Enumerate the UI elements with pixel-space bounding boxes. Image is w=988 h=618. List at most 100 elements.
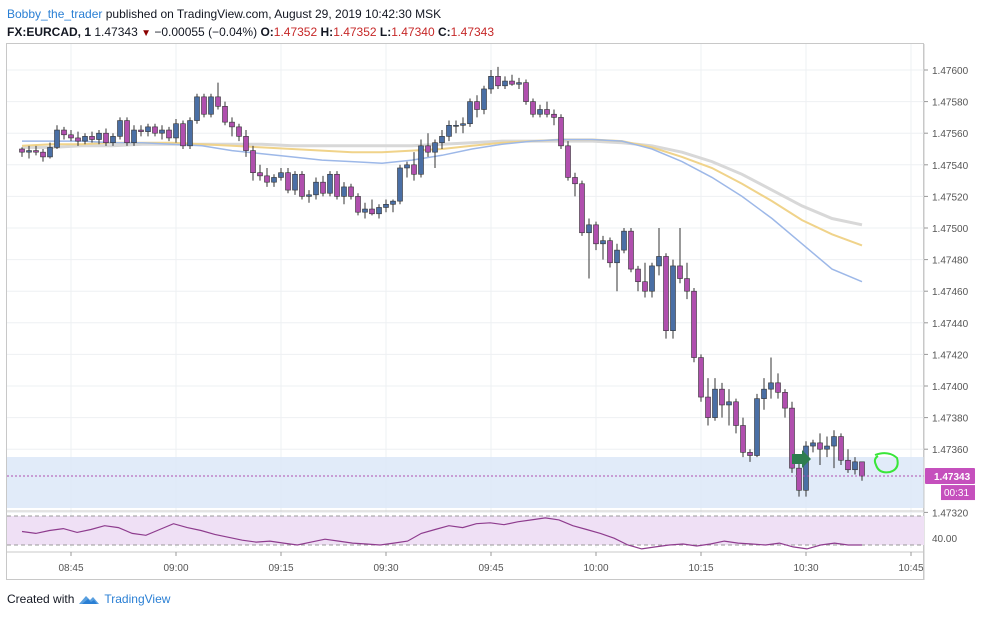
candle (334, 171, 340, 200)
candle-body (796, 467, 802, 491)
candle-body (810, 442, 816, 447)
candle-body (180, 123, 186, 147)
candle-body (222, 106, 228, 123)
candle (397, 164, 403, 205)
candle-body (68, 134, 74, 139)
candle (320, 175, 326, 197)
candle (803, 441, 809, 497)
rsi-band (7, 516, 924, 545)
price-tick-label: 1.47520 (932, 192, 969, 203)
candle-body (684, 278, 690, 292)
candle (131, 125, 137, 146)
candle (271, 174, 277, 187)
candle-body (341, 186, 347, 197)
candle (600, 235, 606, 260)
candle (649, 262, 655, 298)
candle (124, 117, 130, 146)
candle (390, 199, 396, 213)
candle (775, 373, 781, 399)
candle (222, 101, 228, 126)
candle-body (579, 183, 585, 234)
candle (523, 79, 529, 105)
candle (446, 120, 452, 142)
candle-body (411, 164, 417, 175)
candle (299, 171, 305, 200)
price-change: −0.00055 (−0.04%) (154, 25, 258, 39)
candle-body (201, 96, 207, 115)
candle-body (453, 125, 459, 127)
down-triangle-icon: ▼ (141, 28, 151, 39)
candle (264, 167, 270, 187)
candle-body (306, 194, 312, 197)
candle (278, 167, 284, 181)
candle-body (663, 256, 669, 332)
candle (810, 439, 816, 453)
author-link[interactable]: Bobby_the_trader (7, 7, 103, 21)
candle-body (376, 207, 382, 215)
candle (376, 204, 382, 219)
candle-body (446, 125, 452, 137)
candle-body (404, 164, 410, 169)
candle (425, 133, 431, 157)
candle (712, 378, 718, 421)
high-label: H: (320, 25, 334, 39)
candle (831, 430, 837, 469)
candle (495, 66, 501, 89)
candle-body (229, 121, 235, 128)
candle-body (432, 142, 438, 153)
price-tick-label: 1.47480 (932, 256, 969, 267)
candle (19, 147, 25, 157)
candle-body (789, 407, 795, 469)
candle-body (509, 80, 515, 85)
candle-body (271, 177, 277, 183)
candle-body (40, 151, 46, 158)
candle (187, 117, 193, 149)
candle (593, 221, 599, 251)
candle-body (530, 101, 536, 115)
candle (551, 109, 557, 126)
moving-averages (21, 138, 863, 283)
candle (817, 433, 823, 465)
time-tick-label: 09:15 (268, 563, 293, 574)
candle-body (383, 204, 389, 208)
price-tick-label: 1.47600 (932, 66, 969, 77)
candle-body (551, 113, 557, 118)
candle-body (327, 173, 333, 194)
candle-body (600, 240, 606, 245)
candle (138, 125, 144, 137)
candle (341, 182, 347, 205)
candle (628, 228, 634, 273)
candle-body (425, 145, 431, 153)
candle-body (264, 175, 270, 183)
countdown-label: 00:31 (944, 488, 969, 499)
candle-body (33, 150, 39, 153)
candle (243, 130, 249, 157)
candle-body (838, 436, 844, 461)
candle-body (593, 224, 599, 245)
symbol-label: FX:EURCAD, 1 (7, 25, 92, 39)
price-tick-label: 1.47560 (932, 129, 969, 140)
candle-body (390, 200, 396, 205)
arrow-right-icon (792, 450, 811, 468)
candle-body (285, 172, 291, 191)
candle-body (320, 181, 326, 194)
candle-body (754, 398, 760, 456)
candle-body (768, 382, 774, 390)
candle-body (75, 137, 81, 142)
candle (292, 171, 298, 195)
candle (502, 76, 508, 89)
candle (61, 126, 67, 140)
candle-body (110, 136, 116, 143)
candle (509, 74, 515, 86)
candle (89, 131, 95, 143)
low-value: 1.47340 (391, 25, 435, 39)
rsi-line (21, 517, 862, 550)
time-tick-label: 09:30 (373, 563, 398, 574)
candle (726, 389, 732, 426)
tradingview-link[interactable]: TradingView (104, 592, 171, 606)
candle-body (236, 126, 242, 137)
candle-body (782, 392, 788, 409)
candle (313, 177, 319, 200)
price-tick-label: 1.47500 (932, 224, 969, 235)
